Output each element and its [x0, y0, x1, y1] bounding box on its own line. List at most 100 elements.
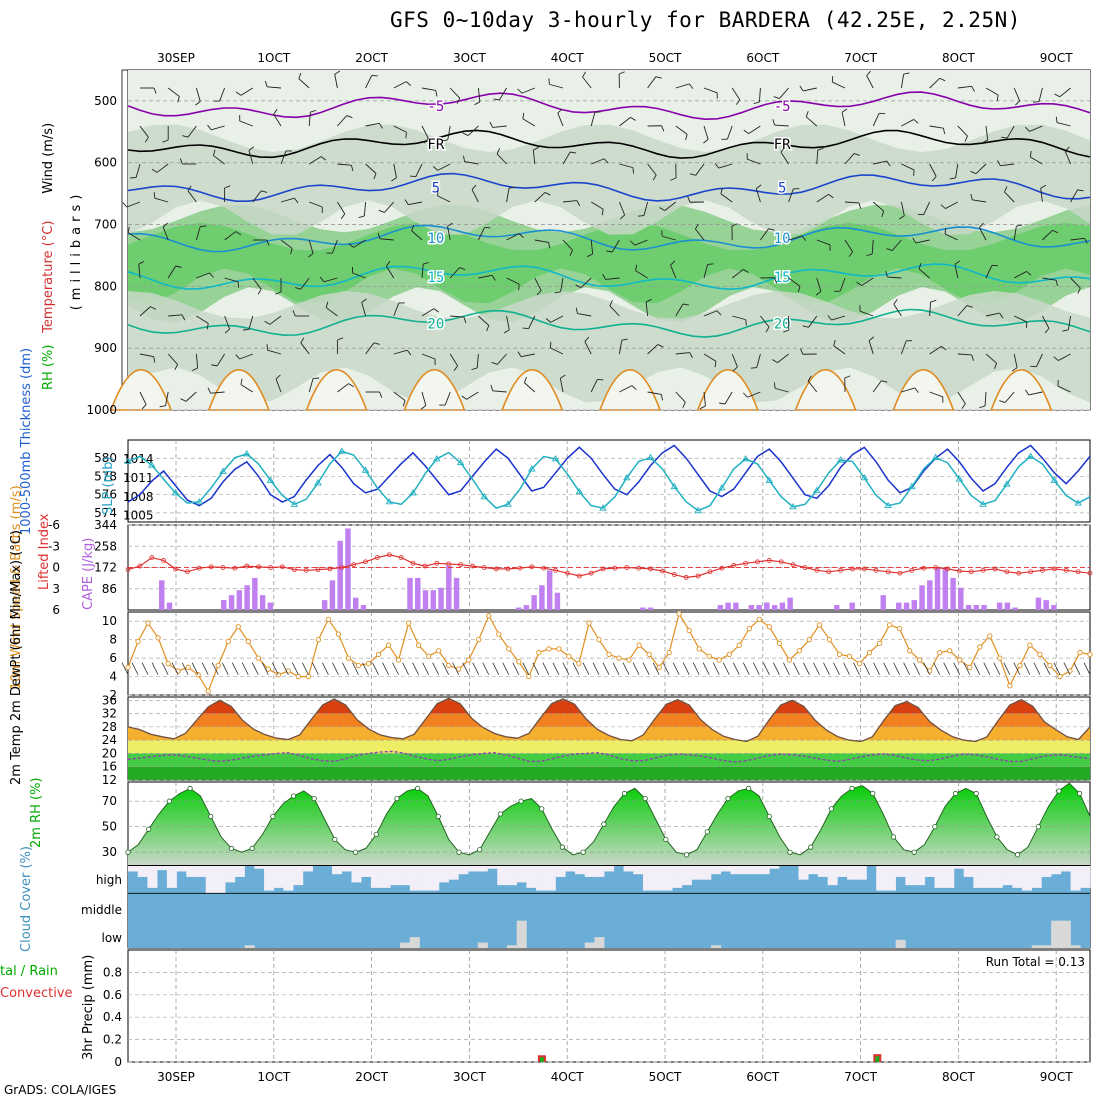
cape-bar: [927, 580, 933, 610]
wind-barb-flag: [854, 153, 860, 156]
wind-barb-flag: [544, 192, 551, 196]
cloud-high-bar: [594, 866, 605, 877]
wind-point: [315, 637, 322, 643]
wind-barb-flag: [235, 91, 242, 96]
li-tick: 0: [52, 561, 60, 575]
precip-tick: 0.2: [103, 1033, 122, 1047]
wind-barb: [590, 239, 594, 254]
wind-barb: [352, 272, 366, 279]
rh-point: [663, 836, 669, 843]
surface-wind-barb: [322, 662, 329, 675]
cape-bar: [523, 605, 530, 610]
surface-wind-barb: [682, 662, 690, 675]
wind-barb: [444, 391, 451, 406]
cloud-low-bar: [895, 939, 906, 948]
wind-barb-flag: [765, 326, 770, 333]
surface-wind-barb: [422, 662, 429, 675]
slp-marker: [1003, 480, 1011, 487]
li-point: [517, 565, 523, 571]
wind-barb-flag: [180, 398, 187, 402]
cloud-panel: high middle low Cloud Cover (%): [19, 846, 1091, 952]
cloud-high-bar: [1051, 866, 1062, 875]
wind-barb: [788, 188, 794, 203]
li-point: [826, 569, 832, 575]
slp-marker: [1026, 452, 1035, 459]
wind-barb-flag: [150, 306, 156, 310]
wind-barb: [985, 353, 997, 364]
wind-barb-flag: [827, 315, 832, 321]
cloud-high-bar: [798, 866, 809, 880]
cloud-high-bar: [574, 866, 586, 875]
li-point: [386, 552, 392, 558]
wind-barb: [872, 113, 880, 127]
time-label-top: 30SEP: [157, 51, 195, 65]
wind-barb: [807, 380, 818, 393]
wind-barb: [695, 163, 705, 176]
wind-barb: [955, 163, 959, 178]
surface-wind-barb: [692, 662, 700, 675]
rh-point: [952, 790, 959, 797]
cloud-high-bar: [934, 866, 945, 888]
surface-plume: [990, 369, 1053, 411]
precip-ylabel-units: 3hr Precip (mm): [81, 955, 96, 1060]
rh-tick: 50: [102, 820, 117, 834]
li-tick: -3: [48, 539, 60, 553]
surface-wind-barb: [312, 662, 319, 675]
wind-barb: [421, 125, 429, 139]
wind-barb-flag: [130, 177, 137, 179]
surface-wind-barb: [281, 662, 289, 675]
surface-plume: [794, 369, 857, 411]
wind-barb-flag: [893, 299, 898, 305]
wind-barb-flag: [557, 108, 563, 114]
wind-barb-flag: [456, 98, 461, 104]
rh-point: [435, 813, 441, 820]
wind-barb-flag: [358, 215, 365, 219]
wind-barb: [590, 112, 596, 127]
cape-bar: [919, 585, 925, 610]
wind-barb-flag: [459, 267, 466, 271]
wind-point: [957, 657, 963, 663]
surface-wind-barb: [532, 662, 540, 675]
wind-barb-flag: [420, 405, 427, 410]
wind-barb: [724, 391, 733, 405]
li-tick: 6: [52, 603, 60, 617]
surface-wind-barb: [572, 662, 580, 675]
wind-barb: [139, 125, 149, 138]
li-point: [470, 563, 475, 569]
wind-barb-flag: [587, 253, 593, 258]
cloud-low-bar: [711, 945, 722, 948]
wind-tick: 2: [109, 688, 117, 702]
rh-tick: 30: [102, 845, 117, 859]
surface-plume: [403, 369, 466, 411]
wind-barb: [1029, 125, 1043, 132]
wind-barb-flag: [841, 108, 848, 113]
wind-barb-flag: [182, 135, 189, 138]
wind-barb-flag: [237, 281, 240, 288]
cloud-high-bar: [526, 866, 537, 888]
cape-bar: [717, 605, 724, 610]
li-point: [529, 564, 535, 570]
wind-barb: [618, 201, 626, 216]
cloud-low-bar: [400, 942, 411, 948]
wind-barb-flag: [1025, 126, 1030, 132]
wind-barb: [248, 150, 254, 165]
wind-barb: [167, 265, 177, 279]
wind-point: [816, 622, 823, 628]
wind-barb-flag: [773, 382, 776, 389]
rh-point: [456, 849, 462, 855]
isotherm-label: 5: [432, 180, 440, 196]
cape-bar: [422, 590, 429, 610]
cape-tick: 258: [94, 539, 117, 553]
surface-wind-barb: [302, 662, 309, 675]
wind-barb: [731, 353, 738, 368]
wind-barb-flag: [670, 177, 677, 181]
wind-point: [796, 648, 803, 654]
surface-wind-barb: [271, 662, 279, 675]
cape-bar: [965, 605, 972, 610]
wind-point: [556, 646, 562, 652]
slp-marker: [1074, 499, 1082, 506]
li-point: [1040, 567, 1045, 573]
wind-barb-flag: [144, 136, 149, 143]
cape-bar: [733, 602, 739, 610]
